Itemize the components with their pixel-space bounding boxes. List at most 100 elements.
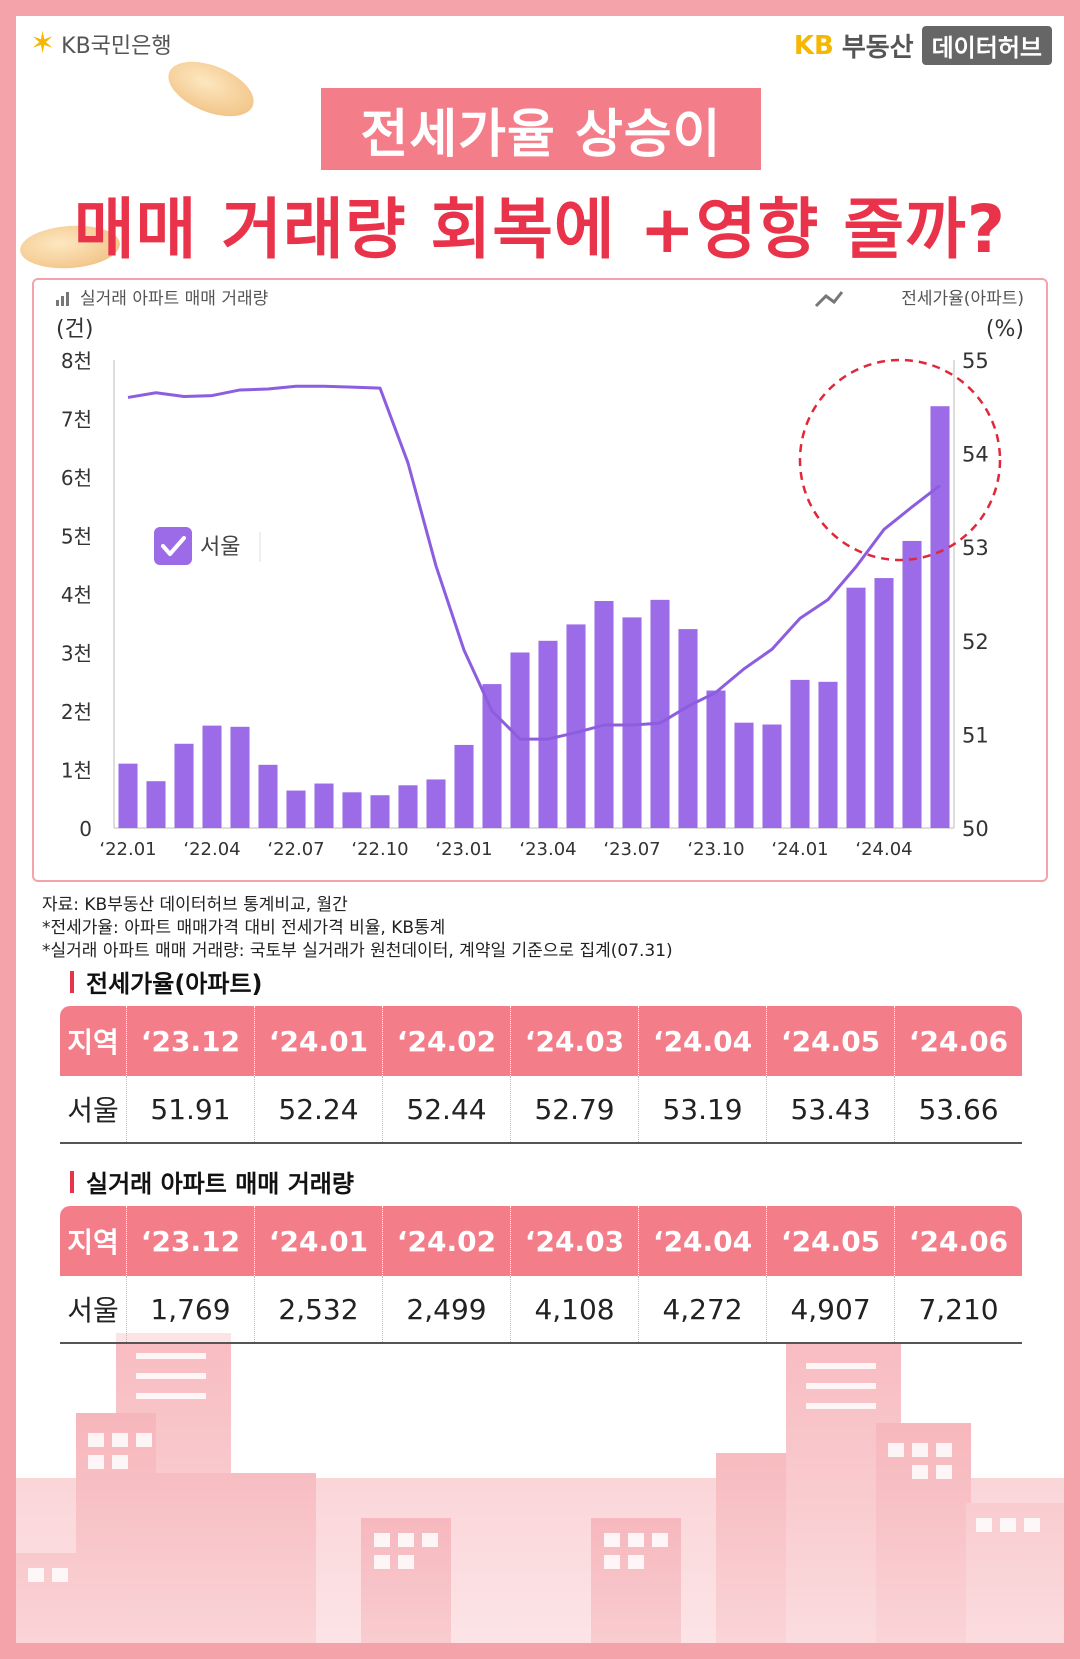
title-box: 전세가율 상승이 — [321, 88, 761, 170]
column-header-month: ‘24.04 — [638, 1206, 767, 1276]
section-marker — [70, 970, 74, 993]
bar — [314, 783, 334, 828]
bar — [258, 764, 278, 828]
kb-star-icon: ✶ — [30, 26, 56, 61]
bar — [286, 790, 306, 828]
brand-hub: 데이터허브 — [921, 26, 1052, 65]
coin-decoration — [160, 50, 262, 128]
y-left-tick-label: 7천 — [61, 408, 92, 432]
title-line2: 매매 거래량 회복에 +영향 줄까? — [73, 191, 1007, 268]
note-transactions: *실거래 아파트 매매 거래량: 국토부 실거래가 원천데이터, 계약일 기준으… — [42, 941, 673, 961]
table2-title-text: 실거래 아파트 매매 거래량 — [86, 1170, 354, 1198]
column-header-month: ‘24.04 — [638, 1006, 767, 1076]
kb-realestate-logo: KB 부동산 데이터허브 — [794, 26, 1052, 65]
bar — [874, 578, 894, 828]
bar — [818, 681, 838, 828]
chart-container: 실거래 아파트 매매 거래량 전세가율(아파트) (건) (%) 0 1천 2천 3천 4천 5천… — [32, 278, 1048, 882]
bar — [930, 406, 950, 828]
bar — [342, 792, 362, 828]
y-left-tick-label: 0 — [79, 817, 92, 841]
column-header-month: ‘24.06 — [894, 1206, 1022, 1276]
bar — [426, 779, 446, 828]
column-header-month: ‘24.01 — [253, 1206, 383, 1276]
table-cell: 4,907 — [766, 1276, 895, 1344]
y-left-tick-label: 1천 — [61, 759, 92, 783]
table-cell: 2,532 — [253, 1276, 383, 1344]
bar — [846, 587, 866, 828]
city-skyline-decoration — [16, 1303, 1064, 1643]
bar — [202, 725, 222, 828]
table-cell: 4,108 — [510, 1276, 639, 1344]
bar — [146, 781, 166, 828]
table-cell: 2,499 — [381, 1276, 511, 1344]
x-tick-label: ‘23.07 — [603, 839, 660, 860]
bar — [650, 599, 670, 828]
x-tick-label: ‘24.01 — [771, 839, 828, 860]
table-cell: 51.91 — [125, 1076, 255, 1144]
bar — [790, 679, 810, 828]
jeonse-ratio-table: 지역 ‘23.12 ‘24.01 ‘24.02 ‘24.03 ‘24.04 ‘24.05 ‘2… — [60, 1006, 1022, 1144]
line-chart-icon — [814, 291, 844, 308]
highlight-circle — [798, 358, 1002, 562]
y-right-tick-label: 53 — [962, 536, 989, 560]
x-tick-label: ‘22.01 — [99, 839, 156, 860]
combo-chart: 실거래 아파트 매매 거래량 전세가율(아파트) (건) (%) 0 1천 2천 3천 4천 5천… — [56, 289, 1024, 860]
x-tick-label: ‘24.04 — [855, 839, 912, 860]
y-right-tick-label: 52 — [962, 630, 989, 654]
row-label-region: 서울 — [60, 1076, 127, 1144]
infographic-page: ✶ KB국민은행 KB 부동산 데이터허브 전세가율 상승이 매매 거래량 회복… — [16, 16, 1064, 1643]
column-header-month: ‘24.05 — [766, 1006, 895, 1076]
table1-title-text: 전세가율(아파트) — [86, 970, 263, 998]
title-line1: 전세가율 상승이 — [360, 104, 722, 165]
bar — [566, 624, 586, 828]
check-icon — [161, 536, 186, 556]
column-header-month: ‘23.12 — [125, 1006, 255, 1076]
table-cell: 53.19 — [638, 1076, 767, 1144]
y-right-tick-label: 50 — [962, 817, 989, 841]
x-tick-label: ‘23.10 — [687, 839, 744, 860]
y-left-tick-label: 6천 — [61, 466, 92, 490]
bar — [762, 724, 782, 828]
bar — [706, 690, 726, 828]
column-header-month: ‘24.05 — [766, 1206, 895, 1276]
jeonse-ratio-line — [127, 384, 941, 741]
bar — [482, 684, 502, 828]
y-left-tick-label: 3천 — [61, 642, 92, 666]
y-left-tick-label: 2천 — [61, 700, 92, 724]
bar — [622, 617, 642, 828]
table-cell: 52.79 — [510, 1076, 639, 1144]
x-tick-label: ‘23.01 — [435, 839, 492, 860]
y-right-tick-label: 54 — [962, 443, 989, 467]
source-notes: 자료: KB부동산 데이터허브 통계비교, 월간 *전세가율: 아파트 매매가격… — [42, 894, 673, 963]
table-cell: 7,210 — [894, 1276, 1022, 1344]
column-header-region: 지역 — [60, 1206, 127, 1276]
kb-bank-logo-text: KB국민은행 — [61, 34, 172, 59]
table-cell: 52.24 — [253, 1076, 383, 1144]
bar — [538, 640, 558, 828]
column-header-region: 지역 — [60, 1006, 127, 1076]
bar — [678, 629, 698, 828]
y-left-tick-label: 8천 — [61, 349, 92, 373]
y-right-tick-label: 55 — [962, 349, 989, 373]
column-header-month: ‘24.02 — [381, 1206, 511, 1276]
y-left-tick-label: 5천 — [61, 525, 92, 549]
y-left-unit: (건) — [56, 317, 93, 342]
bar — [174, 743, 194, 828]
bar — [370, 795, 390, 828]
kb-bank-logo: ✶ KB국민은행 — [30, 28, 172, 60]
row-label-region: 서울 — [60, 1276, 127, 1344]
bar — [118, 763, 138, 828]
column-header-month: ‘24.06 — [894, 1006, 1022, 1076]
checkbox-icon — [154, 527, 192, 565]
y-left-tick-label: 4천 — [61, 583, 92, 607]
x-tick-label: ‘22.07 — [267, 839, 324, 860]
region-badge-label: 서울 — [200, 535, 240, 560]
bar — [902, 540, 922, 828]
section-marker — [70, 1170, 74, 1193]
x-tick-label: ‘22.10 — [351, 839, 408, 860]
note-jeonse-ratio: *전세가율: 아파트 매매가격 대비 전세가격 비율, KB통계 — [42, 918, 446, 938]
table-cell: 52.44 — [381, 1076, 511, 1144]
table-cell: 53.66 — [894, 1076, 1022, 1144]
column-header-month: ‘24.03 — [510, 1006, 639, 1076]
y-right-unit: (%) — [986, 317, 1024, 342]
